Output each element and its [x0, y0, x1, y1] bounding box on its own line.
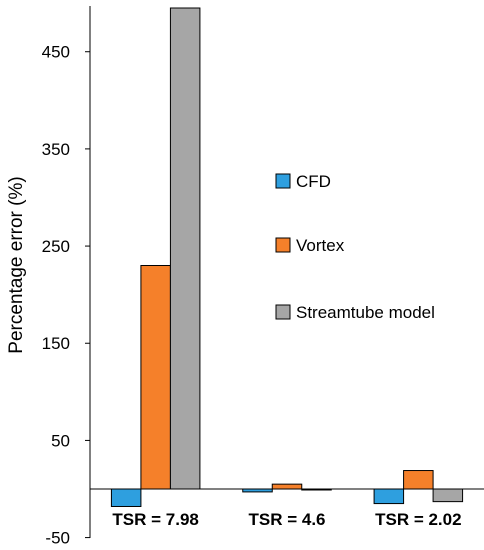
- y-tick-label: 350: [42, 140, 70, 159]
- category-label: TSR = 7.98: [112, 510, 198, 529]
- bar-cfd-0: [110, 488, 142, 507]
- y-tick-label: -50: [45, 529, 70, 548]
- legend-label: CFD: [296, 172, 331, 191]
- bar-cfd-1: [242, 488, 273, 493]
- legend-label: Vortex: [296, 236, 345, 255]
- bar-group: [110, 7, 464, 507]
- bar-streamtube-model-1: [301, 488, 332, 491]
- y-tick-group: -50 50 150 250 350 450: [42, 43, 90, 548]
- bar-vortex-2: [403, 470, 434, 490]
- legend: CFD Vortex Streamtube model: [275, 172, 435, 322]
- category-label: TSR = 4.6: [248, 510, 325, 529]
- legend-label: Streamtube model: [296, 303, 435, 322]
- y-tick-label: 150: [42, 334, 70, 353]
- legend-swatch-streamtube-model: [275, 304, 291, 320]
- category-label-group: TSR = 7.98 TSR = 4.6 TSR = 2.02: [112, 510, 461, 529]
- y-tick-label: 250: [42, 237, 70, 256]
- bar-streamtube-model-2: [432, 488, 464, 503]
- bar-vortex-1: [271, 483, 303, 490]
- category-label: TSR = 2.02: [375, 510, 461, 529]
- bar-cfd-2: [373, 488, 405, 505]
- bar-vortex-0: [140, 265, 171, 490]
- legend-swatch-vortex: [275, 237, 291, 253]
- y-tick-label: 50: [51, 431, 70, 450]
- bar-streamtube-model-0: [169, 7, 201, 490]
- y-tick-label: 450: [42, 43, 70, 62]
- y-axis-title: Percentage error (%): [6, 176, 27, 353]
- legend-swatch-cfd: [275, 173, 291, 189]
